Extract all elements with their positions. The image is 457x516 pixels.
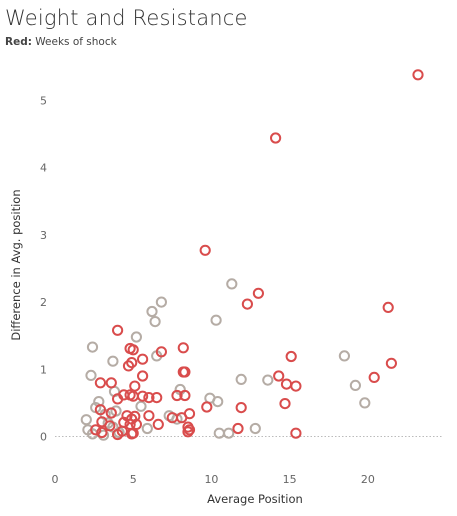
y-tick-label: 3	[40, 229, 47, 242]
shock-week-point[interactable]	[271, 133, 280, 142]
y-axis-label: Difference in Avg. position	[9, 189, 23, 340]
shock-week-point[interactable]	[237, 403, 246, 412]
other-week-point[interactable]	[136, 402, 145, 411]
other-week-point[interactable]	[86, 371, 95, 380]
y-tick-label: 5	[40, 94, 47, 107]
y-axis-ticks: 0 1 2 3 4 5	[40, 94, 47, 443]
other-week-point[interactable]	[263, 376, 272, 385]
other-week-point[interactable]	[227, 279, 236, 288]
shock-week-point[interactable]	[113, 326, 122, 335]
other-week-point[interactable]	[213, 397, 222, 406]
other-week-point[interactable]	[143, 424, 152, 433]
other-week-point[interactable]	[151, 317, 160, 326]
shock-week-point[interactable]	[291, 382, 300, 391]
other-week-point[interactable]	[351, 381, 360, 390]
other-week-point[interactable]	[147, 307, 156, 316]
data-points	[82, 70, 423, 440]
shock-week-point[interactable]	[202, 402, 211, 411]
y-tick-label: 4	[40, 162, 47, 175]
other-week-point[interactable]	[360, 398, 369, 407]
shock-week-point[interactable]	[179, 343, 188, 352]
x-tick-label: 15	[283, 473, 297, 486]
shock-week-point[interactable]	[130, 382, 139, 391]
shock-week-point[interactable]	[96, 378, 105, 387]
other-week-point[interactable]	[157, 298, 166, 307]
shock-week-point[interactable]	[254, 289, 263, 298]
shock-week-point[interactable]	[138, 355, 147, 364]
other-week-point[interactable]	[215, 429, 224, 438]
shock-week-point[interactable]	[280, 399, 289, 408]
shock-week-point[interactable]	[287, 352, 296, 361]
other-week-point[interactable]	[251, 424, 260, 433]
other-week-point[interactable]	[224, 429, 233, 438]
other-week-point[interactable]	[212, 316, 221, 325]
shock-week-point[interactable]	[144, 411, 153, 420]
x-tick-label: 10	[204, 473, 218, 486]
shock-week-point[interactable]	[185, 409, 194, 418]
shock-week-point[interactable]	[370, 373, 379, 382]
x-tick-label: 20	[361, 473, 375, 486]
y-tick-label: 2	[40, 296, 47, 309]
shock-week-point[interactable]	[413, 70, 422, 79]
y-tick-label: 1	[40, 363, 47, 376]
shock-week-point[interactable]	[154, 420, 163, 429]
other-week-point[interactable]	[340, 351, 349, 360]
other-week-point[interactable]	[237, 375, 246, 384]
shock-week-point[interactable]	[282, 380, 291, 389]
x-tick-label: 5	[130, 473, 137, 486]
x-axis-ticks: 0 5 10 15 20	[52, 473, 375, 486]
x-tick-label: 0	[52, 473, 59, 486]
y-tick-label: 0	[40, 431, 47, 444]
shock-week-point[interactable]	[274, 371, 283, 380]
shock-week-point[interactable]	[138, 392, 147, 401]
shock-week-point[interactable]	[243, 300, 252, 309]
other-week-point[interactable]	[132, 332, 141, 341]
shock-week-point[interactable]	[387, 359, 396, 368]
shock-week-point[interactable]	[107, 378, 116, 387]
shock-week-point[interactable]	[384, 303, 393, 312]
shock-week-point[interactable]	[291, 429, 300, 438]
other-week-point[interactable]	[82, 415, 91, 424]
shock-week-point[interactable]	[138, 371, 147, 380]
shock-week-point[interactable]	[201, 246, 210, 255]
other-week-point[interactable]	[108, 357, 117, 366]
other-week-point[interactable]	[88, 343, 97, 352]
x-axis-label: Average Position	[207, 492, 303, 506]
shock-week-point[interactable]	[233, 424, 242, 433]
